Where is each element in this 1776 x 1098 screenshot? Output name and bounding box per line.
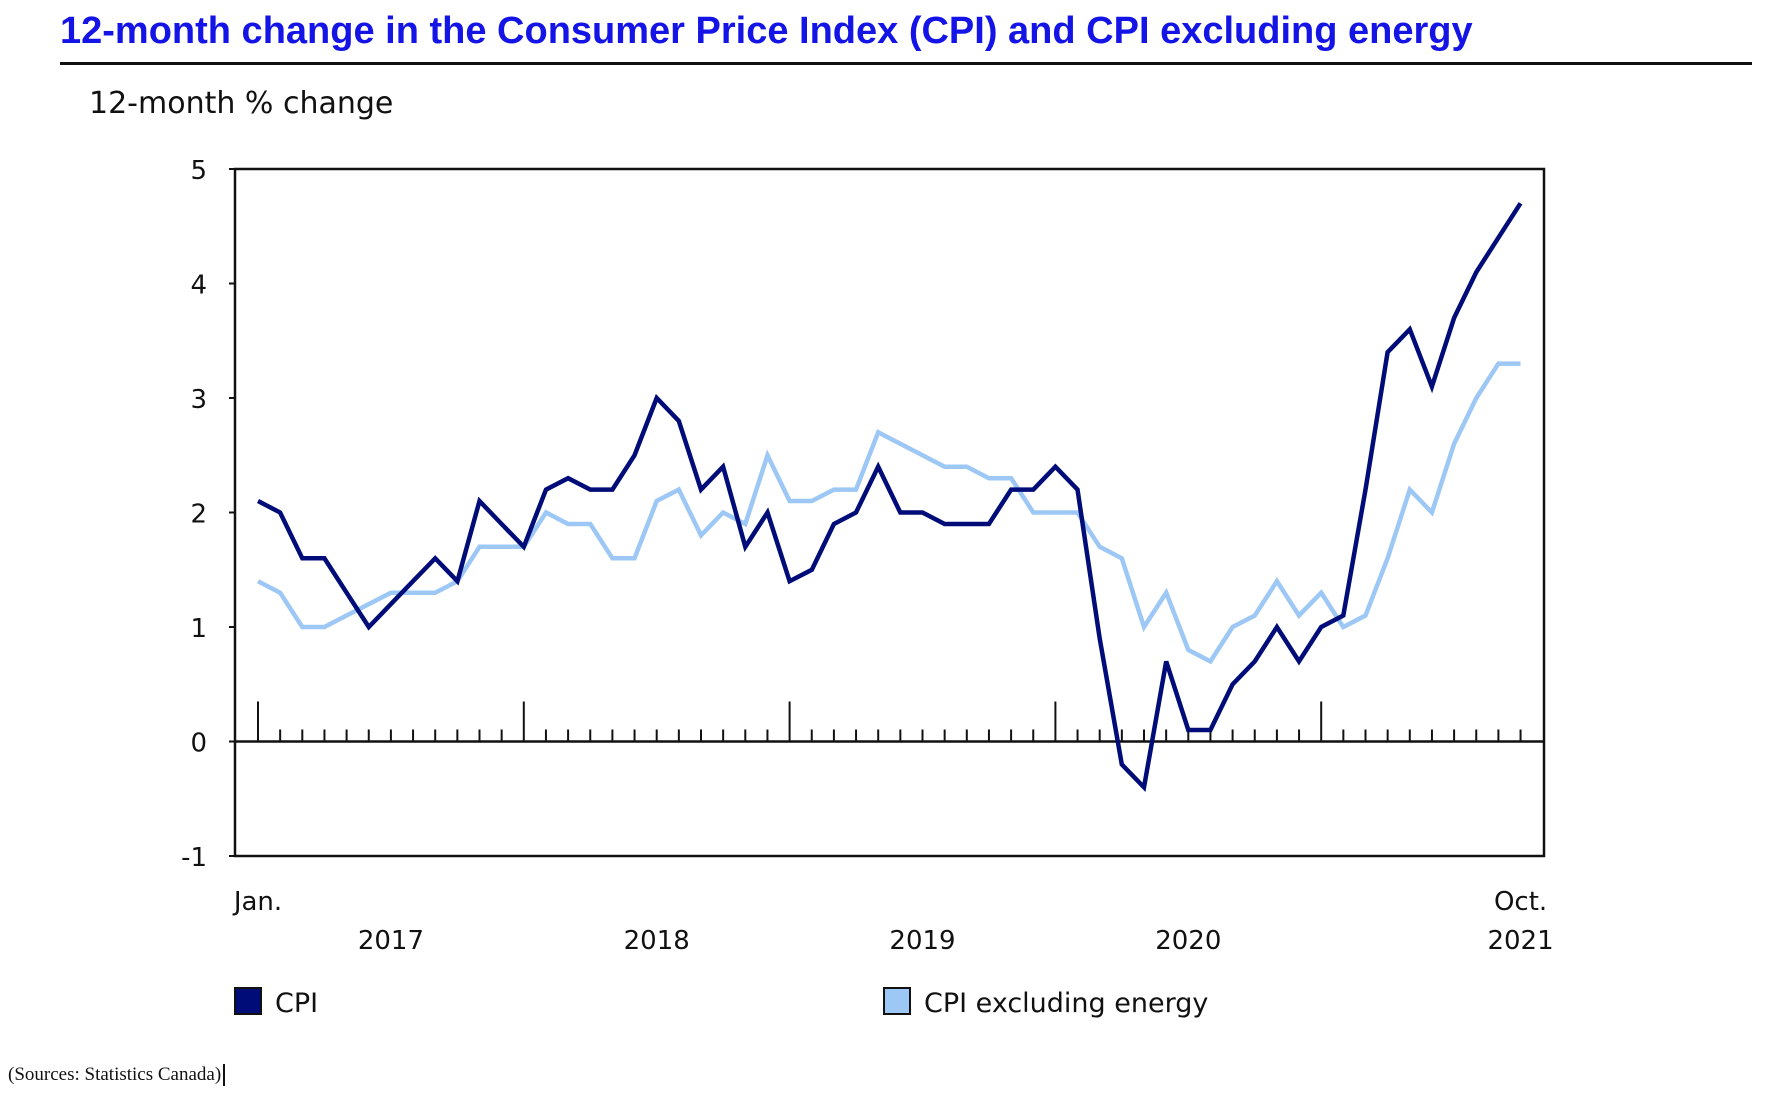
y-tick-label: 2 (190, 500, 207, 530)
y-tick-label: -1 (181, 843, 207, 873)
x-year-label: 2017 (358, 926, 424, 956)
x-start-label: Jan. (232, 887, 282, 917)
plot-frame (233, 167, 1546, 858)
x-year-label: 2021 (1487, 926, 1553, 956)
legend-label: CPI (275, 988, 318, 1019)
legend-swatch (234, 987, 262, 1015)
y-tick-label: 1 (190, 614, 207, 644)
y-tick-label: 5 (190, 156, 207, 186)
x-year-label: 2020 (1155, 926, 1221, 956)
sources-note: (Sources: Statistics Canada) (8, 1064, 226, 1086)
y-tick-label: 0 (190, 729, 207, 759)
chart-title: 12-month change in the Consumer Price In… (60, 10, 1473, 52)
series-line-cpi-excluding-energy (256, 361, 1521, 665)
series-line-cpi (256, 202, 1523, 793)
legend-swatch (883, 987, 911, 1015)
y-tick-label: 3 (190, 385, 207, 415)
title-divider (60, 62, 1752, 65)
x-year-label: 2019 (889, 926, 955, 956)
y-axis-label: 12-month % change (89, 86, 394, 121)
x-year-label: 2018 (624, 926, 690, 956)
y-tick-label: 4 (190, 271, 207, 301)
legend-label: CPI excluding energy (924, 988, 1208, 1019)
x-end-label: Oct. (1494, 887, 1547, 917)
